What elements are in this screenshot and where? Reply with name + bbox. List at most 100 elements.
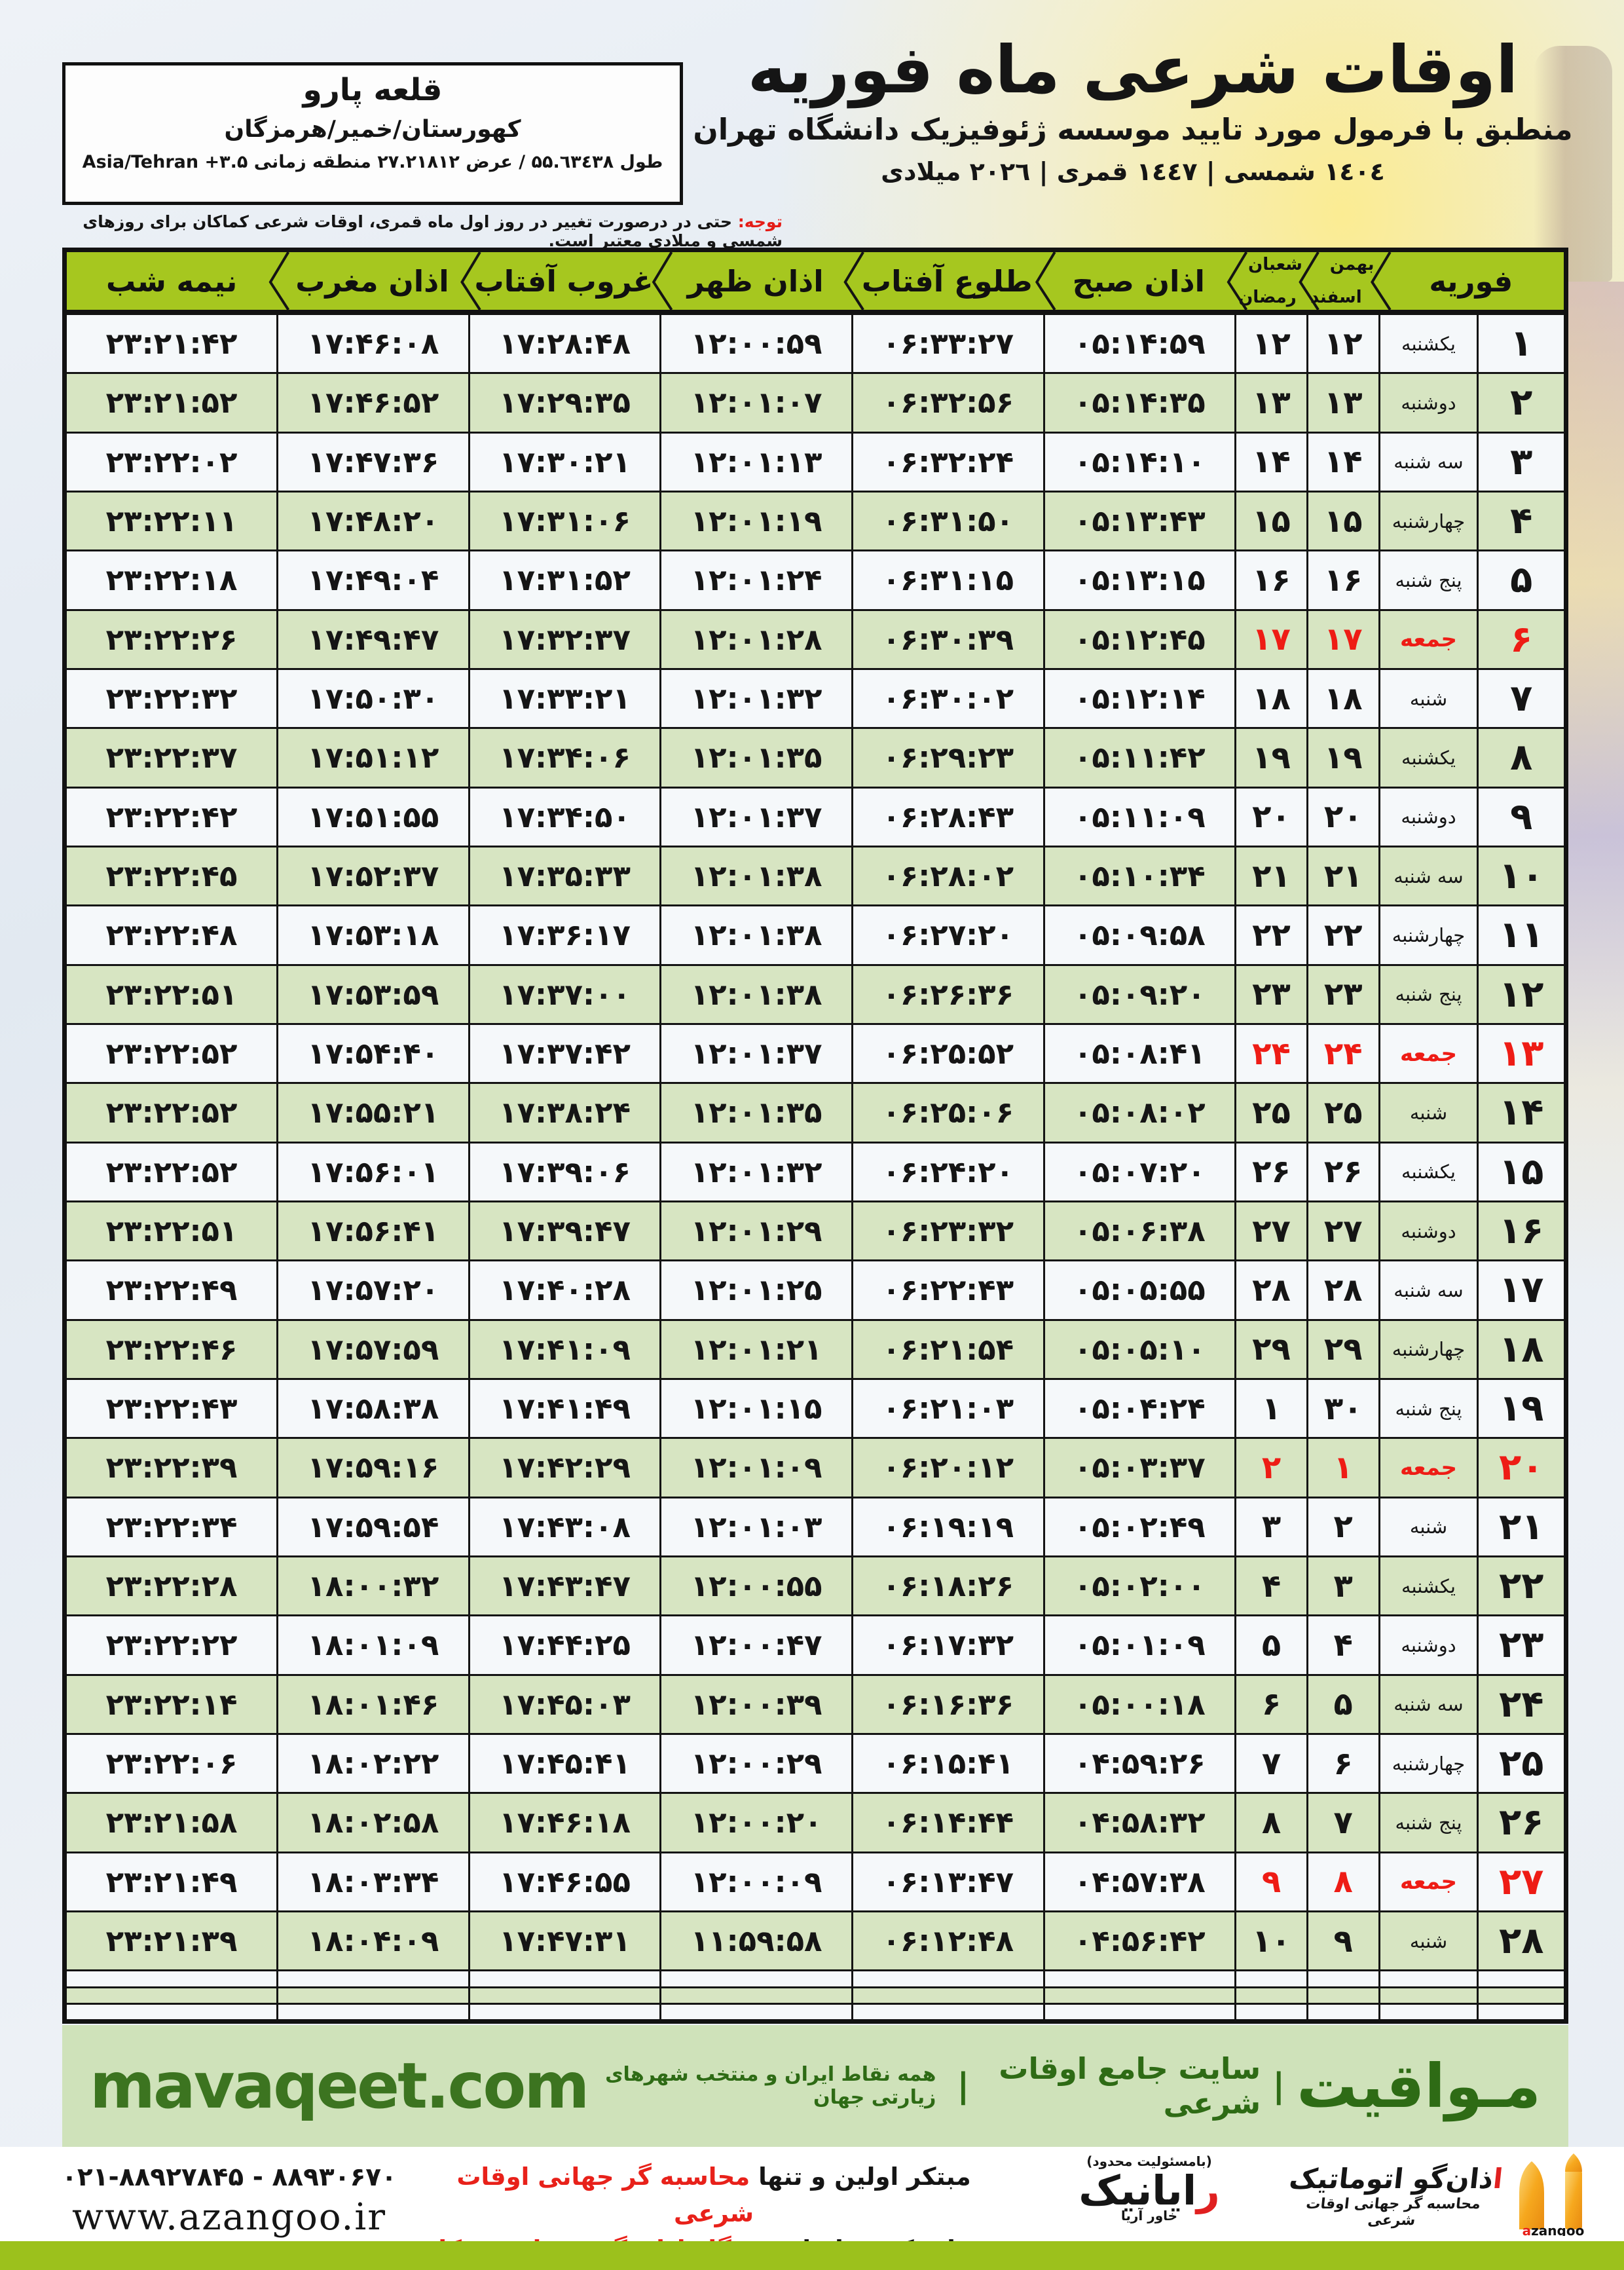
table-row-empty xyxy=(67,1988,1564,2005)
cell-ghorub-aftab xyxy=(468,1988,660,2003)
cell-weekday: چهارشنبه xyxy=(1378,906,1477,964)
rayanik-name: رایانیک xyxy=(1079,2167,1220,2214)
cell-solar-day: ۱۹ xyxy=(1306,729,1378,787)
cell-tolu-aftab: ۰۶:۱۷:۳۲ xyxy=(851,1616,1043,1674)
cell-solar-day: ۴ xyxy=(1306,1616,1378,1674)
cell-azan-zohr: ۱۲:۰۱:۰۷ xyxy=(659,374,851,432)
cell-lunar-day: ۱ xyxy=(1234,1379,1306,1438)
cell-azan-sobh: ۰۴:۵۶:۴۲ xyxy=(1043,1912,1235,1970)
azangoo-subtitle: محاسبه گر جهانی اوقات شرعی xyxy=(1305,2195,1482,2229)
cell-feb-day: ۱۰ xyxy=(1477,847,1564,905)
cell-feb-day: ۱۲ xyxy=(1477,965,1564,1023)
cell-azan-maghreb: ۱۸:۰۲:۲۲ xyxy=(276,1734,468,1793)
cell-solar-day: ۲ xyxy=(1306,1498,1378,1555)
cell-azan-sobh: ۰۵:۱۲:۴۵ xyxy=(1043,610,1235,668)
cell-tolu-aftab: ۰۶:۲۸:۴۳ xyxy=(851,788,1043,846)
rayanik-llc-note: (بامسئولیت محدود) xyxy=(1086,2153,1212,2169)
cell-nimeshab: ۲۳:۲۱:۴۲ xyxy=(105,326,238,362)
cell-solar-day: ۶ xyxy=(1306,1734,1378,1793)
rayanik-logo: (بامسئولیت محدود) رایانیک خاور آریا xyxy=(1041,2153,1257,2223)
cell-feb-day: ۱۶ xyxy=(1477,1202,1564,1260)
cell-lunar-day: ۲۰ xyxy=(1234,788,1306,846)
col-header-lunar-month: شعبان رمضان xyxy=(1234,252,1306,310)
table-row: ۲۱ شنبه ۲ ۳ ۰۵:۰۲:۴۹ ۰۶:۱۹:۱۹ ۱۲:۰۱:۰۳ ۱… xyxy=(67,1498,1564,1557)
rayanik-subname: خاور آریا xyxy=(1120,2208,1178,2224)
cell-nimeshab: ۲۳:۲۱:۴۹ xyxy=(105,1864,238,1899)
cell-azan-sobh: ۰۵:۰۵:۵۵ xyxy=(1043,1261,1235,1319)
table-row: ۱۷ سه شنبه ۲۸ ۲۸ ۰۵:۰۵:۵۵ ۰۶:۲۲:۴۳ ۱۲:۰۱… xyxy=(67,1261,1564,1321)
cell-feb-day xyxy=(1477,2004,1564,2020)
cell-weekday: یکشنبه xyxy=(1378,729,1477,787)
cell-azan-maghreb: ۱۷:۵۷:۲۰ xyxy=(276,1261,468,1319)
cell-ghorub-aftab: ۱۷:۳۲:۳۷ xyxy=(468,610,660,668)
cell-feb-day: ۱۵ xyxy=(1477,1143,1564,1200)
table-row: ۲۰ جمعه ۱ ۲ ۰۵:۰۳:۳۷ ۰۶:۲۰:۱۲ ۱۲:۰۱:۰۹ ۱… xyxy=(67,1439,1564,1498)
col-header-nimeshab: نیمه شب xyxy=(105,263,238,299)
cell-weekday: دوشنبه xyxy=(1378,1202,1477,1260)
cell-solar-day: ۱۸ xyxy=(1306,669,1378,728)
cell-feb-day: ۱۹ xyxy=(1477,1379,1564,1438)
cell-azan-sobh: ۰۴:۵۸:۳۲ xyxy=(1043,1794,1235,1851)
cell-solar-day xyxy=(1306,2004,1378,2020)
cell-lunar-day: ۹ xyxy=(1234,1853,1306,1910)
location-coordinates: طول ۵۵.٦۳٤۳۸ / عرض ۲۷.۲۱۸۱۲ منطقه زمانی … xyxy=(82,152,663,172)
cell-azan-sobh: ۰۵:۰۶:۳۸ xyxy=(1043,1202,1235,1260)
cell-azan-zohr: ۱۲:۰۰:۲۹ xyxy=(659,1734,851,1793)
mavaqeet-domain-link[interactable]: mavaqeet.com xyxy=(90,2049,589,2123)
cell-feb-day: ۲۵ xyxy=(1477,1734,1564,1793)
cell-tolu-aftab: ۰۶:۳۳:۲۷ xyxy=(851,315,1043,373)
cell-lunar-day: ۷ xyxy=(1234,1734,1306,1793)
tagline-line1: مبتکر اولین و تنها محاسبه گر جهانی اوقات… xyxy=(456,2163,971,2227)
cell-feb-day: ۶ xyxy=(1477,610,1564,668)
bottom-green-band xyxy=(0,2241,1624,2270)
cell-azan-maghreb: ۱۷:۴۸:۲۰ xyxy=(276,492,468,550)
cell-azan-zohr: ۱۲:۰۱:۱۹ xyxy=(659,492,851,550)
cell-tolu-aftab: ۰۶:۲۷:۲۰ xyxy=(851,906,1043,964)
cell-azan-maghreb xyxy=(276,1971,468,1986)
cell-azan-zohr: ۱۲:۰۱:۲۱ xyxy=(659,1320,851,1378)
cell-lunar-day: ۶ xyxy=(1234,1675,1306,1733)
cell-nimeshab: ۲۳:۲۲:۵۱ xyxy=(105,1214,238,1249)
cell-tolu-aftab xyxy=(851,2004,1043,2020)
cell-lunar-day: ۲۴ xyxy=(1234,1024,1306,1083)
svg-text:azangoo: azangoo xyxy=(1522,2223,1585,2236)
cell-nimeshab: ۲۳:۲۲:۲۶ xyxy=(105,622,238,657)
cell-weekday: سه شنبه xyxy=(1378,1675,1477,1733)
cell-nimeshab: ۲۳:۲۲:۵۱ xyxy=(105,977,238,1012)
cell-lunar-day: ۳ xyxy=(1234,1498,1306,1555)
cell-ghorub-aftab: ۱۷:۴۶:۵۵ xyxy=(468,1853,660,1910)
cell-azan-sobh: ۰۵:۰۲:۴۹ xyxy=(1043,1498,1235,1555)
mosque-photo-strip xyxy=(1568,282,1624,1290)
cell-lunar-day: ۲۸ xyxy=(1234,1261,1306,1319)
cell-feb-day: ۲۲ xyxy=(1477,1557,1564,1615)
cell-ghorub-aftab: ۱۷:۳۹:۰۶ xyxy=(468,1143,660,1200)
cell-nimeshab: ۲۳:۲۲:۲۲ xyxy=(105,1628,238,1663)
cell-solar-day: ۱۶ xyxy=(1306,551,1378,609)
page-title: اوقات شرعی ماه فوریه xyxy=(747,31,1520,108)
cell-weekday: یکشنبه xyxy=(1378,315,1477,373)
azangoo-website-link[interactable]: www.azangoo.ir xyxy=(71,2196,387,2239)
cell-tolu-aftab: ۰۶:۱۵:۴۱ xyxy=(851,1734,1043,1793)
cell-solar-day: ۲۸ xyxy=(1306,1261,1378,1319)
cell-lunar-day: ۱۸ xyxy=(1234,669,1306,728)
table-row: ۱۱ چهارشنبه ۲۲ ۲۲ ۰۵:۰۹:۵۸ ۰۶:۲۷:۲۰ ۱۲:۰… xyxy=(67,906,1564,966)
brand-name-farsi: مـواقیت xyxy=(1297,2051,1542,2121)
cell-tolu-aftab: ۰۶:۲۲:۴۳ xyxy=(851,1261,1043,1319)
cell-azan-sobh: ۰۵:۱۴:۳۵ xyxy=(1043,374,1235,432)
cell-weekday: دوشنبه xyxy=(1378,1616,1477,1674)
cell-ghorub-aftab: ۱۷:۴۶:۱۸ xyxy=(468,1794,660,1851)
cell-feb-day: ۲۰ xyxy=(1477,1439,1564,1497)
cell-lunar-day: ۱۴ xyxy=(1234,433,1306,491)
cell-nimeshab xyxy=(67,1988,276,2003)
cell-feb-day: ۱۳ xyxy=(1477,1024,1564,1083)
cell-weekday: پنج شنبه xyxy=(1378,551,1477,609)
cell-weekday: شنبه xyxy=(1378,1498,1477,1555)
notice-label: توجه: xyxy=(737,212,783,231)
table-row: ۲۸ شنبه ۹ ۱۰ ۰۴:۵۶:۴۲ ۰۶:۱۲:۴۸ ۱۱:۵۹:۵۸ … xyxy=(67,1912,1564,1972)
cell-azan-zohr: ۱۲:۰۰:۳۹ xyxy=(659,1675,851,1733)
table-row: ۲۷ جمعه ۸ ۹ ۰۴:۵۷:۳۸ ۰۶:۱۳:۴۷ ۱۲:۰۰:۰۹ ۱… xyxy=(67,1853,1564,1912)
cell-lunar-day: ۲۲ xyxy=(1234,906,1306,964)
cell-tolu-aftab: ۰۶:۲۵:۰۶ xyxy=(851,1084,1043,1142)
cell-weekday: پنج شنبه xyxy=(1378,965,1477,1023)
